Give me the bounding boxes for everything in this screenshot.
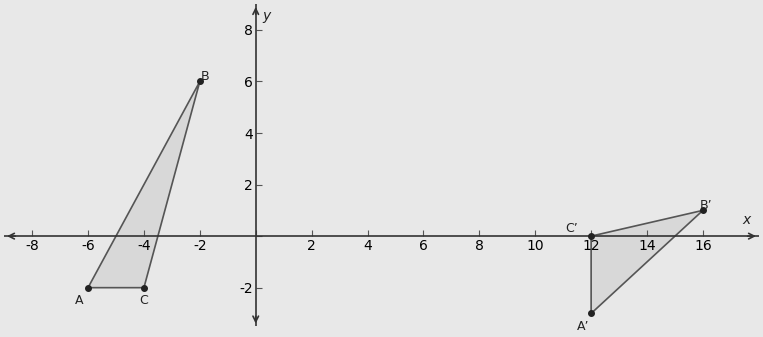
Text: A: A <box>76 294 84 307</box>
Polygon shape <box>591 210 703 313</box>
Text: B’: B’ <box>700 199 712 212</box>
Polygon shape <box>88 82 200 288</box>
Text: x: x <box>742 213 751 227</box>
Text: C: C <box>140 294 148 307</box>
Text: A’: A’ <box>577 320 589 333</box>
Text: y: y <box>262 9 271 23</box>
Text: B: B <box>201 70 210 83</box>
Text: C’: C’ <box>565 222 578 235</box>
